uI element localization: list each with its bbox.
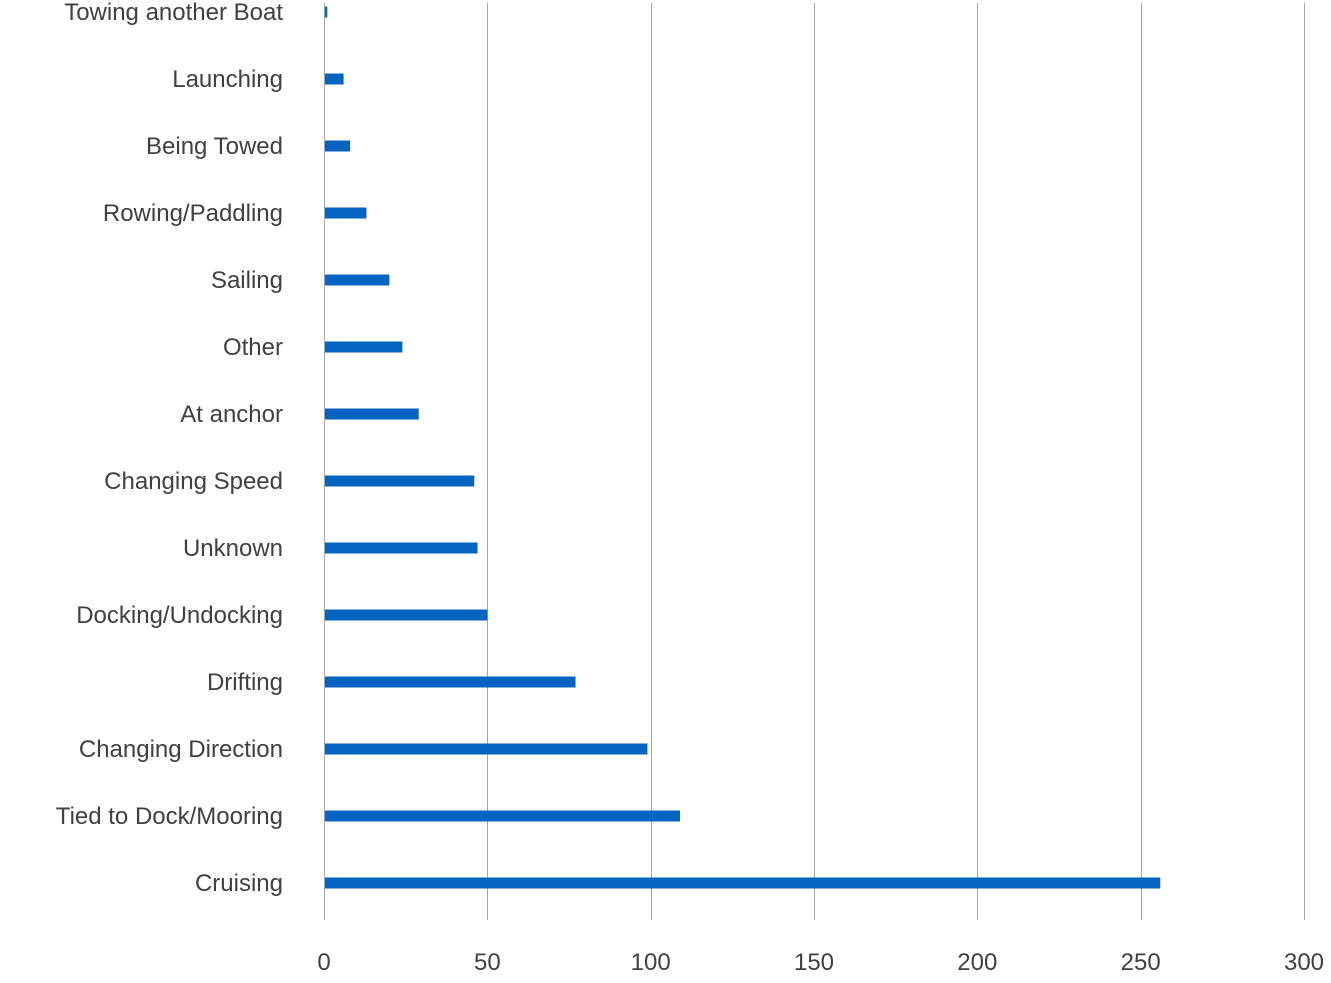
x-tick-label-150: 150 <box>794 949 834 976</box>
category-label-being-towed: Being Towed <box>146 133 283 160</box>
bar-sailing <box>325 274 390 286</box>
category-label-tied-to-dock-mooring: Tied to Dock/Mooring <box>56 803 283 830</box>
x-tick-label-100: 100 <box>631 949 671 976</box>
bar-rowing-paddling <box>325 207 367 219</box>
category-label-launching: Launching <box>172 66 283 93</box>
category-labels: Towing another Boat Launching Being Towed R… <box>56 0 284 897</box>
category-label-towing-another-boat: Towing another Boat <box>64 0 283 26</box>
category-label-cruising: Cruising <box>195 870 283 897</box>
x-tick-label-0: 0 <box>317 949 330 976</box>
bar-unknown <box>325 542 478 554</box>
bar-changing-direction <box>325 743 648 755</box>
bar-towing-another-boat <box>325 6 328 18</box>
bar-tied-to-dock-mooring <box>325 810 681 822</box>
category-label-changing-direction: Changing Direction <box>79 736 283 763</box>
bar-changing-speed <box>325 475 475 487</box>
bar-cruising <box>325 877 1161 889</box>
x-tick-label-50: 50 <box>474 949 501 976</box>
bar-docking-undocking <box>325 609 488 621</box>
bar-other <box>325 341 403 353</box>
category-label-changing-speed: Changing Speed <box>104 468 283 495</box>
category-label-drifting: Drifting <box>207 669 283 696</box>
bars <box>325 6 1161 889</box>
category-label-sailing: Sailing <box>211 267 283 294</box>
x-tick-label-300: 300 <box>1284 949 1324 976</box>
x-tick-labels: 0 50 100 150 200 250 300 <box>317 949 1324 976</box>
category-label-at-anchor: At anchor <box>180 401 283 428</box>
category-label-other: Other <box>223 334 283 361</box>
bar-launching <box>325 73 344 85</box>
bar-drifting <box>325 676 576 688</box>
x-tick-label-250: 250 <box>1121 949 1161 976</box>
x-tick-label-200: 200 <box>957 949 997 976</box>
gridlines <box>324 3 1305 920</box>
bar-at-anchor <box>325 408 419 420</box>
category-label-unknown: Unknown <box>183 535 283 562</box>
category-label-docking-undocking: Docking/Undocking <box>76 602 283 629</box>
bar-being-towed <box>325 140 351 152</box>
category-label-rowing-paddling: Rowing/Paddling <box>103 200 283 227</box>
